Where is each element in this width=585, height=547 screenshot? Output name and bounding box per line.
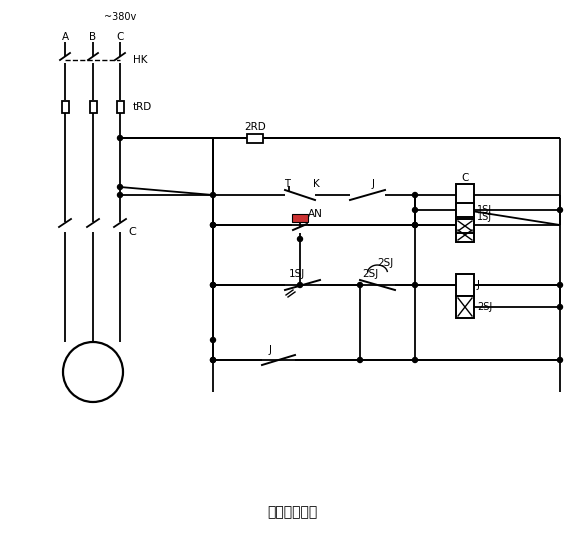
Text: AN: AN bbox=[308, 209, 323, 219]
Text: ~: ~ bbox=[88, 373, 98, 386]
Text: HK: HK bbox=[133, 55, 147, 65]
Text: 1SJ: 1SJ bbox=[477, 205, 492, 215]
Text: 2SJ: 2SJ bbox=[477, 302, 492, 312]
Circle shape bbox=[558, 207, 563, 212]
Bar bbox=[456, 296, 474, 318]
Circle shape bbox=[118, 184, 122, 189]
Text: 1SJ: 1SJ bbox=[477, 212, 492, 222]
Bar bbox=[90, 101, 97, 113]
Circle shape bbox=[118, 193, 122, 197]
Bar bbox=[247, 133, 263, 143]
Text: 间歇运行控制: 间歇运行控制 bbox=[267, 505, 317, 519]
Text: B: B bbox=[90, 32, 97, 42]
Circle shape bbox=[298, 236, 302, 241]
Circle shape bbox=[211, 282, 215, 288]
Circle shape bbox=[211, 223, 215, 228]
Bar bbox=[456, 219, 474, 233]
Circle shape bbox=[412, 358, 418, 363]
Text: T: T bbox=[284, 179, 290, 189]
Text: 2RD: 2RD bbox=[244, 122, 266, 132]
Circle shape bbox=[558, 305, 563, 310]
Circle shape bbox=[412, 207, 418, 212]
Circle shape bbox=[211, 337, 215, 342]
Circle shape bbox=[211, 282, 215, 288]
Circle shape bbox=[412, 282, 418, 288]
Circle shape bbox=[357, 282, 363, 288]
Text: tRD: tRD bbox=[133, 102, 152, 112]
Text: J: J bbox=[269, 345, 271, 355]
Circle shape bbox=[558, 358, 563, 363]
Text: J: J bbox=[371, 179, 374, 189]
Text: A: A bbox=[61, 32, 68, 42]
Circle shape bbox=[412, 193, 418, 197]
Bar bbox=[456, 210, 474, 224]
Text: M: M bbox=[85, 359, 101, 375]
Bar bbox=[456, 228, 474, 242]
Text: C: C bbox=[462, 173, 469, 183]
Circle shape bbox=[357, 358, 363, 363]
Bar bbox=[456, 203, 474, 217]
Circle shape bbox=[63, 342, 123, 402]
Bar bbox=[456, 274, 474, 296]
Bar bbox=[116, 101, 123, 113]
Circle shape bbox=[412, 223, 418, 228]
Text: ~380v: ~380v bbox=[104, 12, 136, 22]
Text: K: K bbox=[313, 179, 320, 189]
Bar bbox=[61, 101, 68, 113]
Circle shape bbox=[211, 193, 215, 197]
Circle shape bbox=[211, 358, 215, 363]
Circle shape bbox=[558, 282, 563, 288]
Circle shape bbox=[211, 223, 215, 228]
Text: C: C bbox=[128, 227, 136, 237]
Text: J: J bbox=[477, 280, 480, 290]
Circle shape bbox=[298, 282, 302, 288]
Circle shape bbox=[211, 358, 215, 363]
Circle shape bbox=[412, 223, 418, 228]
Text: 2SJ: 2SJ bbox=[362, 269, 378, 279]
Bar bbox=[456, 184, 474, 206]
Text: 1SJ: 1SJ bbox=[289, 269, 305, 279]
Text: 2SJ: 2SJ bbox=[377, 258, 393, 268]
Text: C: C bbox=[116, 32, 123, 42]
Circle shape bbox=[118, 136, 122, 141]
Bar bbox=[292, 214, 308, 222]
